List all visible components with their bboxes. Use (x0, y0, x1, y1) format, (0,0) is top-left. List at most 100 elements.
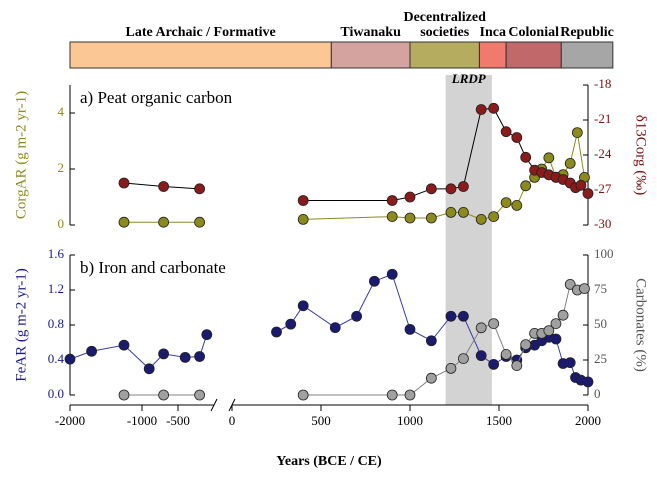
data-point (457, 181, 469, 192)
data-point (564, 157, 576, 169)
data-point (575, 179, 587, 191)
data-point (351, 310, 363, 322)
panel-title: b) Iron and carbonate (80, 258, 226, 277)
data-point (475, 322, 487, 334)
data-point (118, 177, 130, 189)
y2-tick-label: 50 (594, 316, 607, 331)
data-point (404, 323, 416, 335)
y-tick-label: 1.2 (48, 281, 64, 296)
data-point (386, 195, 398, 206)
data-point (550, 333, 562, 345)
data-point (500, 126, 512, 138)
data-point (475, 213, 487, 225)
data-point (488, 318, 500, 330)
data-point (64, 353, 76, 365)
period (478, 41, 507, 69)
y-tick-label: 0.4 (48, 351, 65, 366)
data-point (118, 389, 130, 401)
data-point (475, 350, 487, 362)
y2-tick-label: -18 (594, 76, 611, 91)
data-point (550, 318, 562, 330)
data-point (297, 389, 309, 401)
data-point (404, 191, 416, 203)
data-point (86, 345, 97, 357)
data-point (564, 357, 576, 369)
data-point (500, 348, 512, 360)
data-point (520, 151, 532, 163)
y-tick-label: 0.8 (48, 316, 64, 331)
data-point (457, 206, 469, 218)
x-tick-label: -500 (166, 413, 190, 428)
data-point (158, 389, 170, 401)
data-point (386, 268, 398, 280)
y-axis-title: CorgAR (g m-2 yr-1) (13, 91, 29, 219)
y-tick-label: 1.6 (48, 246, 65, 261)
x-tick-label: 0 (229, 413, 236, 428)
period-label: Tiwanaku (340, 25, 401, 40)
period-label: Inca (480, 25, 506, 40)
y-tick-label: 2 (58, 160, 65, 175)
data-point (457, 353, 469, 365)
period (409, 41, 480, 69)
x-tick-label: -2000 (55, 413, 85, 428)
data-point (520, 180, 532, 192)
data-point (368, 275, 380, 287)
data-point (543, 152, 555, 164)
data-point (425, 183, 437, 195)
data-point (425, 335, 437, 347)
data-point (475, 104, 487, 115)
data-point (297, 300, 309, 312)
y2-tick-label: -30 (594, 216, 611, 231)
data-point (445, 362, 457, 374)
data-point (511, 360, 523, 372)
period-label: Republic (560, 25, 614, 40)
y2-axis-title: δ13Corg (‰) (633, 115, 649, 196)
data-point (194, 183, 206, 195)
data-point (579, 283, 590, 295)
data-point (158, 181, 170, 192)
y-tick-label: 4 (58, 104, 65, 119)
period-label: Colonial (508, 25, 559, 40)
y2-tick-label: 0 (594, 386, 601, 401)
x-axis-title: Years (BCE / CE) (276, 454, 382, 469)
y-axis-title: FeAR (g m-2 yr-1) (13, 268, 29, 381)
panel-title: a) Peat organic carbon (80, 88, 233, 107)
data-point (179, 351, 191, 363)
period (560, 41, 614, 69)
data-point (404, 212, 416, 224)
data-point (557, 309, 569, 321)
x-tick-label: -1000 (127, 413, 157, 428)
data-point (457, 310, 469, 322)
data-point (194, 216, 206, 228)
data-point (158, 348, 170, 360)
y2-tick-label: -27 (594, 181, 612, 196)
data-point (271, 326, 282, 338)
y2-tick-label: -24 (594, 146, 612, 161)
y2-axis-title: Carbonates (%) (633, 278, 649, 372)
data-point (582, 376, 594, 388)
data-point (404, 389, 416, 401)
data-point (511, 132, 523, 143)
period-label: Late Archaic / Formative (126, 25, 276, 40)
data-point (194, 351, 206, 362)
y2-tick-label: 75 (594, 281, 607, 296)
period (505, 41, 562, 69)
x-tick-label: 2000 (575, 413, 601, 428)
data-point (118, 339, 130, 351)
data-point (582, 188, 594, 199)
data-point (488, 102, 500, 114)
data-point (520, 339, 532, 351)
y2-tick-label: 100 (594, 246, 614, 261)
y2-tick-label: -21 (594, 111, 611, 126)
x-tick-label: 500 (311, 413, 331, 428)
period-label: societies (420, 25, 470, 40)
data-point (143, 363, 155, 375)
data-point (425, 212, 437, 224)
x-tick-label: 1000 (397, 413, 423, 428)
data-point (297, 195, 309, 206)
data-point (488, 211, 500, 223)
data-point (425, 372, 437, 384)
data-point (500, 197, 512, 209)
data-point (285, 318, 297, 330)
